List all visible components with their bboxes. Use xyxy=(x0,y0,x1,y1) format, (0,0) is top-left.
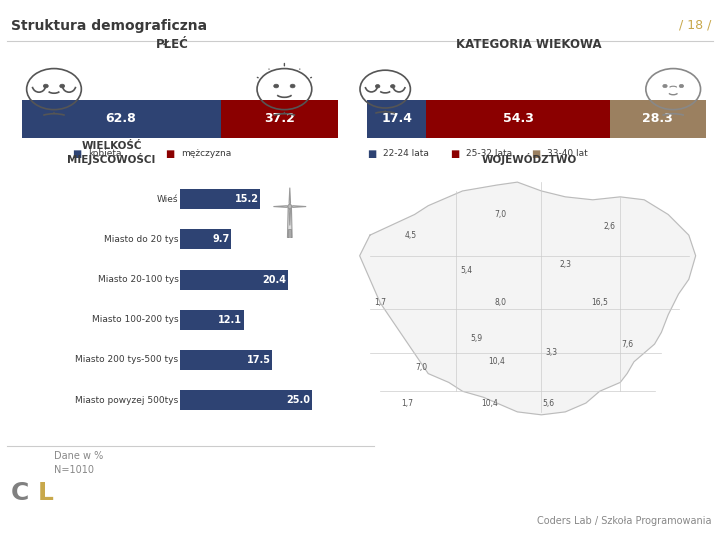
Bar xyxy=(367,100,426,138)
Bar xyxy=(220,100,338,138)
Bar xyxy=(180,189,260,210)
Polygon shape xyxy=(289,206,290,226)
Text: ■: ■ xyxy=(367,148,377,159)
Text: 28.3: 28.3 xyxy=(642,112,673,125)
Text: ■: ■ xyxy=(450,148,459,159)
Text: 10,4: 10,4 xyxy=(482,399,498,408)
Polygon shape xyxy=(360,182,696,415)
Text: 10,4: 10,4 xyxy=(488,357,505,366)
Text: 17.4: 17.4 xyxy=(381,112,412,125)
Text: Wieś: Wieś xyxy=(157,195,179,204)
Text: 17.5: 17.5 xyxy=(247,355,271,365)
Text: 16,5: 16,5 xyxy=(591,299,608,307)
Text: 37.2: 37.2 xyxy=(264,112,295,125)
Text: 2,3: 2,3 xyxy=(559,260,572,269)
Text: Miasto 100-200 tys: Miasto 100-200 tys xyxy=(91,315,179,325)
Text: 5,6: 5,6 xyxy=(542,399,554,408)
Text: Coders Lab / Szkoła Programowania: Coders Lab / Szkoła Programowania xyxy=(537,516,711,526)
Bar xyxy=(180,310,244,330)
Text: 15.2: 15.2 xyxy=(235,194,258,204)
Text: ■: ■ xyxy=(531,148,541,159)
Text: 7,6: 7,6 xyxy=(621,340,633,349)
Text: C: C xyxy=(11,481,30,505)
Text: 5,4: 5,4 xyxy=(460,266,472,275)
Text: 20.4: 20.4 xyxy=(262,275,286,285)
Text: 9.7: 9.7 xyxy=(212,234,230,245)
Text: 1,7: 1,7 xyxy=(374,299,386,307)
Text: 54.3: 54.3 xyxy=(503,112,534,125)
Text: / 18 /: / 18 / xyxy=(679,19,711,32)
Bar xyxy=(180,350,272,370)
Text: 3,3: 3,3 xyxy=(546,348,558,357)
Text: 7,0: 7,0 xyxy=(494,210,506,219)
Circle shape xyxy=(288,204,292,208)
Text: 25.0: 25.0 xyxy=(287,395,310,405)
Bar xyxy=(22,100,220,138)
Bar xyxy=(610,100,706,138)
Bar xyxy=(180,390,312,410)
Text: Miasto powyzej 500tys: Miasto powyzej 500tys xyxy=(75,396,179,404)
Text: L: L xyxy=(37,481,53,505)
Text: 22-24 lata: 22-24 lata xyxy=(383,148,429,158)
Text: WOJEWÓDZTWO: WOJEWÓDZTWO xyxy=(482,153,577,165)
Text: 25-32 lata: 25-32 lata xyxy=(466,148,512,158)
Polygon shape xyxy=(289,206,306,207)
Text: 2,6: 2,6 xyxy=(604,222,616,231)
Text: 33-40 lat: 33-40 lat xyxy=(547,148,588,158)
Text: Miasto 200 tys-500 tys: Miasto 200 tys-500 tys xyxy=(76,355,179,364)
Text: PŁEĆ: PŁEĆ xyxy=(156,38,189,51)
Polygon shape xyxy=(274,206,289,207)
Text: 7,0: 7,0 xyxy=(415,363,428,372)
Text: 1,7: 1,7 xyxy=(402,399,414,408)
Text: kobieta: kobieta xyxy=(88,148,122,158)
Text: 4,5: 4,5 xyxy=(405,231,417,240)
Text: 5,9: 5,9 xyxy=(470,334,482,343)
Text: KATEGORIA WIEKOWA: KATEGORIA WIEKOWA xyxy=(456,38,602,51)
Polygon shape xyxy=(289,187,290,206)
Polygon shape xyxy=(287,208,292,238)
Text: 62.8: 62.8 xyxy=(106,112,137,125)
Text: WIELKOŚĆ
MIEJSCOWOŚCI: WIELKOŚĆ MIEJSCOWOŚCI xyxy=(68,141,156,165)
Text: Dane w %
N=1010: Dane w % N=1010 xyxy=(54,451,103,475)
Text: 12.1: 12.1 xyxy=(218,315,243,325)
Text: Miasto do 20 tys: Miasto do 20 tys xyxy=(104,235,179,244)
Text: 8,0: 8,0 xyxy=(494,299,506,307)
Bar xyxy=(180,230,231,249)
Bar xyxy=(180,269,288,289)
Text: mężczyzna: mężczyzna xyxy=(181,148,232,158)
Text: ■: ■ xyxy=(72,148,81,159)
Text: Miasto 20-100 tys: Miasto 20-100 tys xyxy=(97,275,179,284)
Bar xyxy=(426,100,610,138)
Text: ■: ■ xyxy=(166,148,175,159)
Bar xyxy=(289,230,291,238)
Text: Struktura demograficzna: Struktura demograficzna xyxy=(11,19,207,33)
